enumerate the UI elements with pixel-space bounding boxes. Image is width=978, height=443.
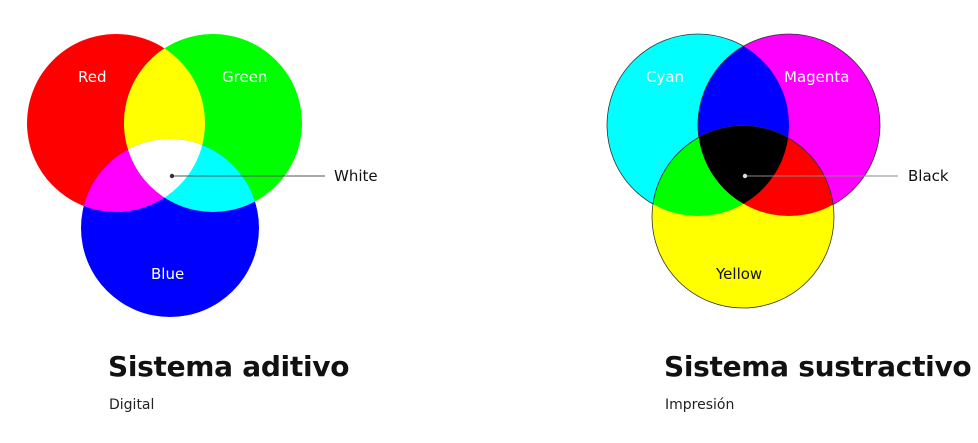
additive-pointer-dot [169,173,175,179]
subtractive-magenta-label: Magenta [784,68,849,86]
additive-red-label: Red [78,68,107,86]
additive-red-blue-overlap [81,139,205,212]
additive-subtitle: Digital [109,397,155,413]
subtractive-diagram: Cyan Magenta Yellow Black [606,33,949,309]
subtractive-title: Sistema sustractivo [664,350,972,383]
subtractive-yellow-label: Yellow [715,265,762,283]
subtractive-pointer-dot [742,173,748,179]
additive-center-label: White [334,167,378,185]
subtractive-center-label: Black [908,167,949,185]
additive-green-label: Green [222,68,267,86]
additive-blue-label: Blue [151,265,184,283]
subtractive-cyan-label: Cyan [646,68,684,86]
additive-title: Sistema aditivo [108,350,350,383]
subtractive-subtitle: Impresión [665,397,735,413]
additive-diagram: Red Green Blue White [27,34,378,317]
